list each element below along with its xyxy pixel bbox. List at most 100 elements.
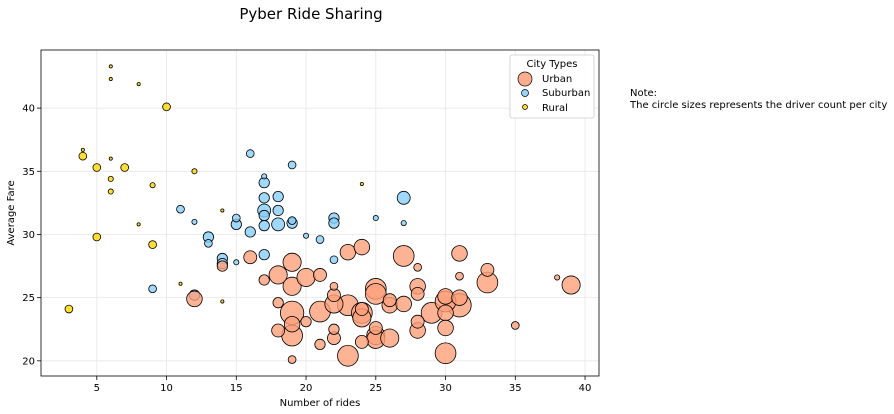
suburban-point: [396, 190, 411, 205]
rural-point: [92, 232, 102, 242]
legend-label-urban: Urban: [542, 74, 572, 85]
y-tick-label: 40: [22, 104, 35, 115]
rural-point: [78, 151, 88, 161]
rural-point: [136, 82, 141, 87]
rural-point: [108, 64, 113, 69]
note-heading: Note:: [630, 88, 657, 99]
y-tick-label: 20: [22, 356, 35, 367]
rural-point: [149, 182, 156, 189]
rural-point: [64, 304, 74, 314]
urban-point: [216, 260, 228, 272]
legend-label-rural: Rural: [542, 103, 568, 114]
rural-point: [220, 208, 225, 213]
suburban-point: [315, 235, 325, 244]
plot-area: [40, 49, 600, 377]
urban-point: [392, 245, 415, 267]
rural-point: [148, 240, 157, 249]
urban-point: [271, 323, 286, 338]
grid: [41, 50, 599, 376]
urban-point: [258, 274, 270, 286]
x-tick-label: 15: [230, 383, 243, 394]
urban-point: [561, 275, 581, 295]
suburban-point: [271, 217, 286, 232]
urban-point: [314, 338, 326, 351]
suburban-point: [245, 149, 255, 158]
urban-point: [339, 243, 357, 261]
urban-point: [287, 355, 297, 364]
rural-point: [178, 281, 183, 286]
chart-title: Pyber Ride Sharing: [239, 5, 382, 23]
suburban-point: [400, 220, 407, 227]
suburban-point: [272, 190, 284, 203]
suburban-point: [191, 218, 198, 225]
urban-point: [272, 297, 284, 309]
rural-point: [162, 102, 171, 112]
suburban-point: [287, 160, 297, 170]
urban-point: [282, 276, 302, 296]
series-rural: [64, 64, 364, 314]
urban-point: [354, 302, 369, 316]
series-suburban: [148, 149, 411, 301]
urban-point: [480, 262, 495, 277]
note-text: The circle sizes represents the driver c…: [629, 100, 887, 111]
urban-point: [329, 281, 339, 291]
urban-point: [410, 286, 425, 301]
urban-point: [554, 274, 561, 281]
urban-point: [354, 334, 369, 349]
suburban-point: [148, 284, 157, 294]
urban-point: [410, 314, 425, 329]
urban-point: [380, 328, 400, 348]
legend-marker-suburban: [521, 89, 529, 97]
legend-box: [509, 54, 595, 119]
urban-point: [337, 344, 359, 367]
scatter-points: [64, 64, 581, 367]
urban-point: [296, 267, 316, 287]
rural-point: [108, 77, 113, 82]
legend-marker-rural: [522, 104, 528, 110]
rural-point: [80, 147, 85, 152]
rural-point: [92, 163, 102, 172]
urban-point: [186, 290, 203, 308]
rural-point: [220, 299, 225, 304]
urban-point: [313, 268, 327, 282]
rural-point: [359, 181, 364, 186]
urban-point: [455, 271, 464, 281]
urban-point: [300, 316, 312, 328]
rural-point: [136, 222, 141, 227]
urban-point: [451, 245, 468, 262]
suburban-point: [204, 239, 213, 248]
suburban-point: [272, 204, 284, 217]
rural-point: [108, 156, 113, 161]
suburban-point: [303, 232, 310, 239]
urban-point: [368, 321, 383, 335]
y-tick-label: 25: [22, 293, 35, 304]
suburban-point: [258, 220, 270, 232]
rural-point: [191, 168, 198, 175]
urban-point: [243, 250, 258, 265]
y-axis-label: Average Fare: [6, 180, 17, 245]
urban-point: [353, 238, 371, 256]
x-tick-label: 25: [369, 383, 382, 394]
urban-point: [451, 289, 468, 306]
x-tick-label: 5: [94, 383, 100, 394]
legend-title: City Types: [527, 59, 578, 70]
urban-point: [437, 304, 454, 322]
x-tick-label: 10: [160, 383, 173, 394]
legend-marker-urban: [517, 71, 533, 87]
legend-label-suburban: Suburban: [542, 88, 590, 99]
rural-point: [107, 175, 114, 182]
suburban-point: [329, 255, 339, 265]
urban-point: [437, 319, 454, 337]
suburban-point: [176, 204, 185, 214]
urban-point: [395, 295, 412, 313]
urban-point: [510, 321, 520, 330]
urban-point: [282, 252, 302, 272]
series-urban: [186, 238, 581, 367]
suburban-point: [233, 259, 240, 266]
urban-point: [437, 288, 454, 305]
urban-point: [364, 283, 387, 305]
suburban-point: [328, 217, 340, 229]
rural-point: [120, 163, 129, 172]
legend: City Types Urban Suburban Rural: [509, 54, 595, 119]
